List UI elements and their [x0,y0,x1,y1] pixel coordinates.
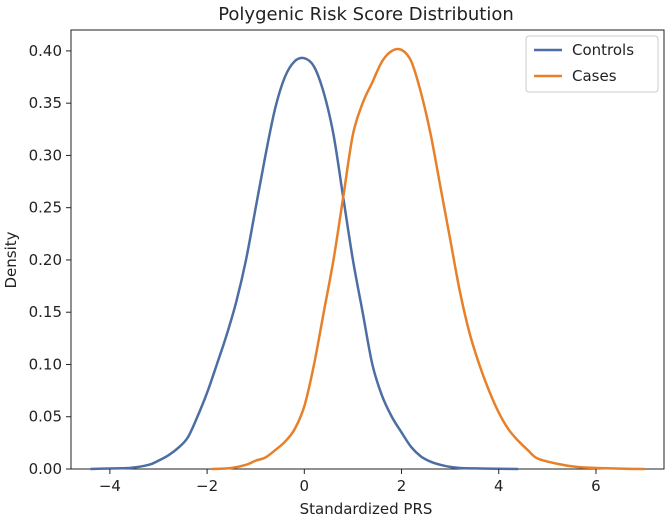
y-tick-label: 0.15 [29,303,62,321]
x-tick-label: −4 [99,477,121,495]
y-tick-label: 0.35 [29,94,62,112]
y-tick-label: 0.20 [29,251,62,269]
y-tick-label: 0.30 [29,146,62,164]
x-axis-label: Standardized PRS [300,500,433,518]
chart-title: Polygenic Risk Score Distribution [218,4,514,25]
x-tick-label: 0 [300,477,310,495]
y-tick-label: 0.05 [29,408,62,426]
x-tick-label: 2 [397,477,407,495]
legend: Controls Cases [525,35,659,93]
plot-frame [70,29,665,470]
y-tick-label: 0.25 [29,199,62,217]
series-line-controls [90,56,519,471]
series-layer [90,47,645,471]
x-tick-label: 6 [591,477,601,495]
y-tick-label: 0.10 [29,355,62,373]
legend-label: Cases [572,67,617,85]
x-axis: −4 −2 0 2 4 6 [99,469,601,495]
y-axis-label: Density [2,231,20,288]
x-tick-label: −2 [196,477,218,495]
y-tick-label: 0.40 [29,42,62,60]
x-tick-label: 4 [494,477,504,495]
series-line-cases [211,47,645,471]
y-tick-label: 0.00 [29,460,62,478]
plot-area: −4 −2 0 2 4 6 0.00 0.05 0.10 0.15 0.20 0.25 0.30 0.3… [29,29,665,495]
y-axis: 0.00 0.05 0.10 0.15 0.20 0.25 0.30 0.35 0.40 [29,42,71,478]
legend-label: Controls [572,41,634,59]
